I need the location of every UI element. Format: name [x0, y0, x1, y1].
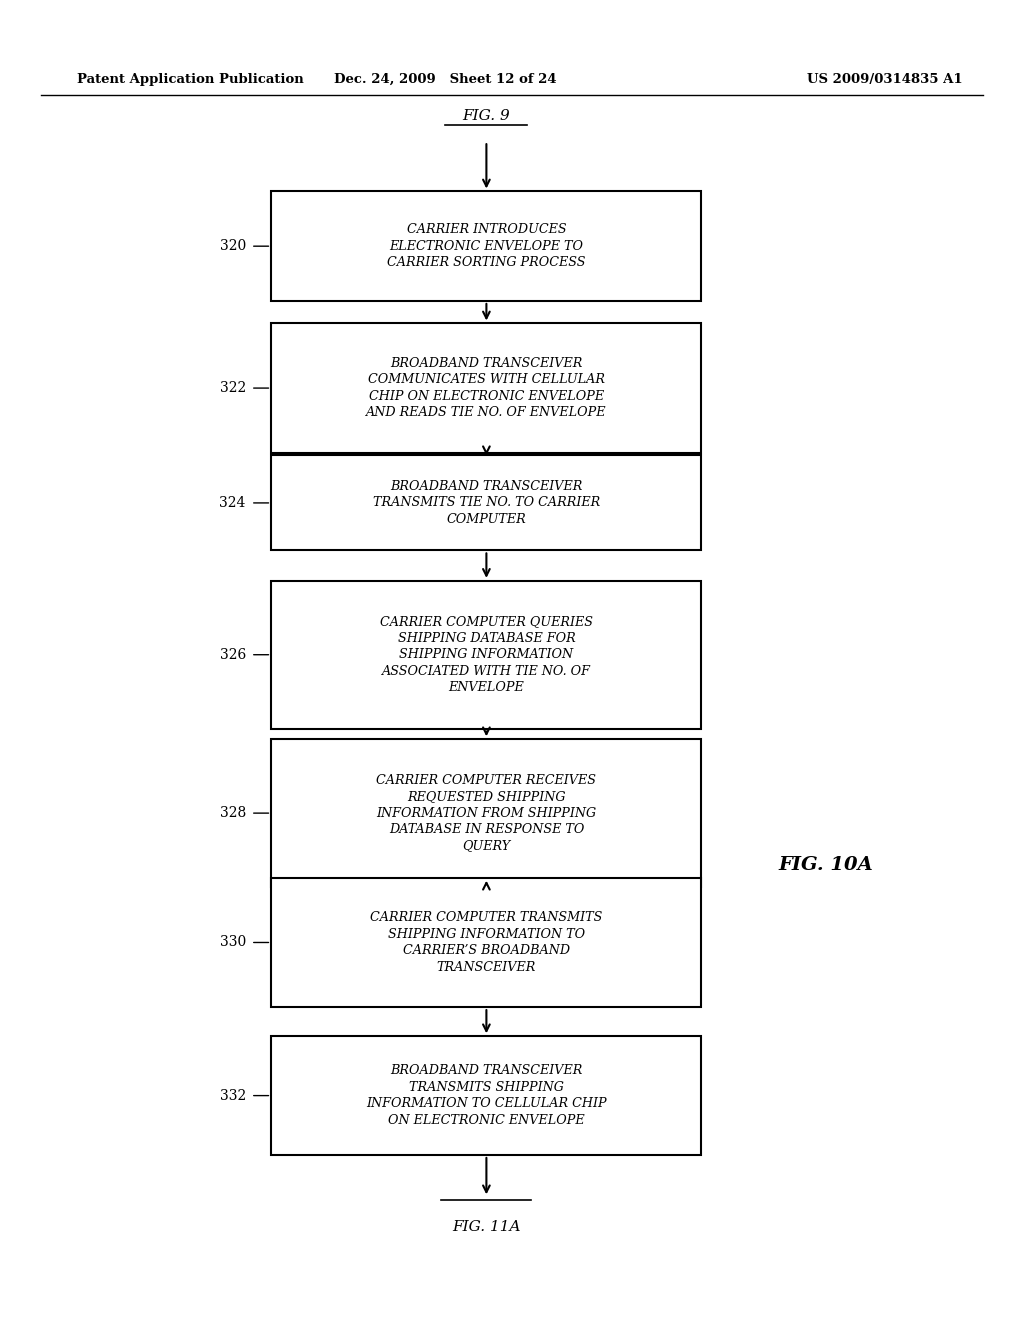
Text: 330: 330 — [219, 936, 246, 949]
Text: 328: 328 — [219, 807, 246, 820]
Bar — [271, 878, 701, 1007]
Text: CARRIER INTRODUCES
ELECTRONIC ENVELOPE TO
CARRIER SORTING PROCESS: CARRIER INTRODUCES ELECTRONIC ENVELOPE T… — [387, 223, 586, 269]
Text: US 2009/0314835 A1: US 2009/0314835 A1 — [807, 73, 963, 86]
Bar — [271, 1036, 701, 1155]
Text: BROADBAND TRANSCEIVER
TRANSMITS TIE NO. TO CARRIER
COMPUTER: BROADBAND TRANSCEIVER TRANSMITS TIE NO. … — [373, 480, 600, 525]
Text: 320: 320 — [219, 239, 246, 253]
Text: 326: 326 — [219, 648, 246, 661]
Text: Patent Application Publication: Patent Application Publication — [77, 73, 303, 86]
Bar — [271, 191, 701, 301]
Text: 322: 322 — [219, 381, 246, 395]
Bar — [271, 455, 701, 550]
Text: FIG. 10A: FIG. 10A — [778, 855, 873, 874]
Text: BROADBAND TRANSCEIVER
COMMUNICATES WITH CELLULAR
CHIP ON ELECTRONIC ENVELOPE
AND: BROADBAND TRANSCEIVER COMMUNICATES WITH … — [367, 356, 606, 420]
Bar — [271, 739, 701, 887]
Text: FIG. 9: FIG. 9 — [463, 108, 510, 123]
Text: 324: 324 — [219, 496, 246, 510]
Text: CARRIER COMPUTER TRANSMITS
SHIPPING INFORMATION TO
CARRIER’S BROADBAND
TRANSCEIV: CARRIER COMPUTER TRANSMITS SHIPPING INFO… — [371, 911, 602, 974]
Text: FIG. 11A: FIG. 11A — [453, 1220, 520, 1234]
Text: Dec. 24, 2009   Sheet 12 of 24: Dec. 24, 2009 Sheet 12 of 24 — [334, 73, 557, 86]
Text: 332: 332 — [219, 1089, 246, 1102]
Text: CARRIER COMPUTER QUERIES
SHIPPING DATABASE FOR
SHIPPING INFORMATION
ASSOCIATED W: CARRIER COMPUTER QUERIES SHIPPING DATABA… — [380, 615, 593, 694]
Text: BROADBAND TRANSCEIVER
TRANSMITS SHIPPING
INFORMATION TO CELLULAR CHIP
ON ELECTRO: BROADBAND TRANSCEIVER TRANSMITS SHIPPING… — [367, 1064, 606, 1127]
Text: CARRIER COMPUTER RECEIVES
REQUESTED SHIPPING
INFORMATION FROM SHIPPING
DATABASE : CARRIER COMPUTER RECEIVES REQUESTED SHIP… — [377, 774, 596, 853]
Bar — [271, 581, 701, 729]
Bar — [271, 323, 701, 453]
